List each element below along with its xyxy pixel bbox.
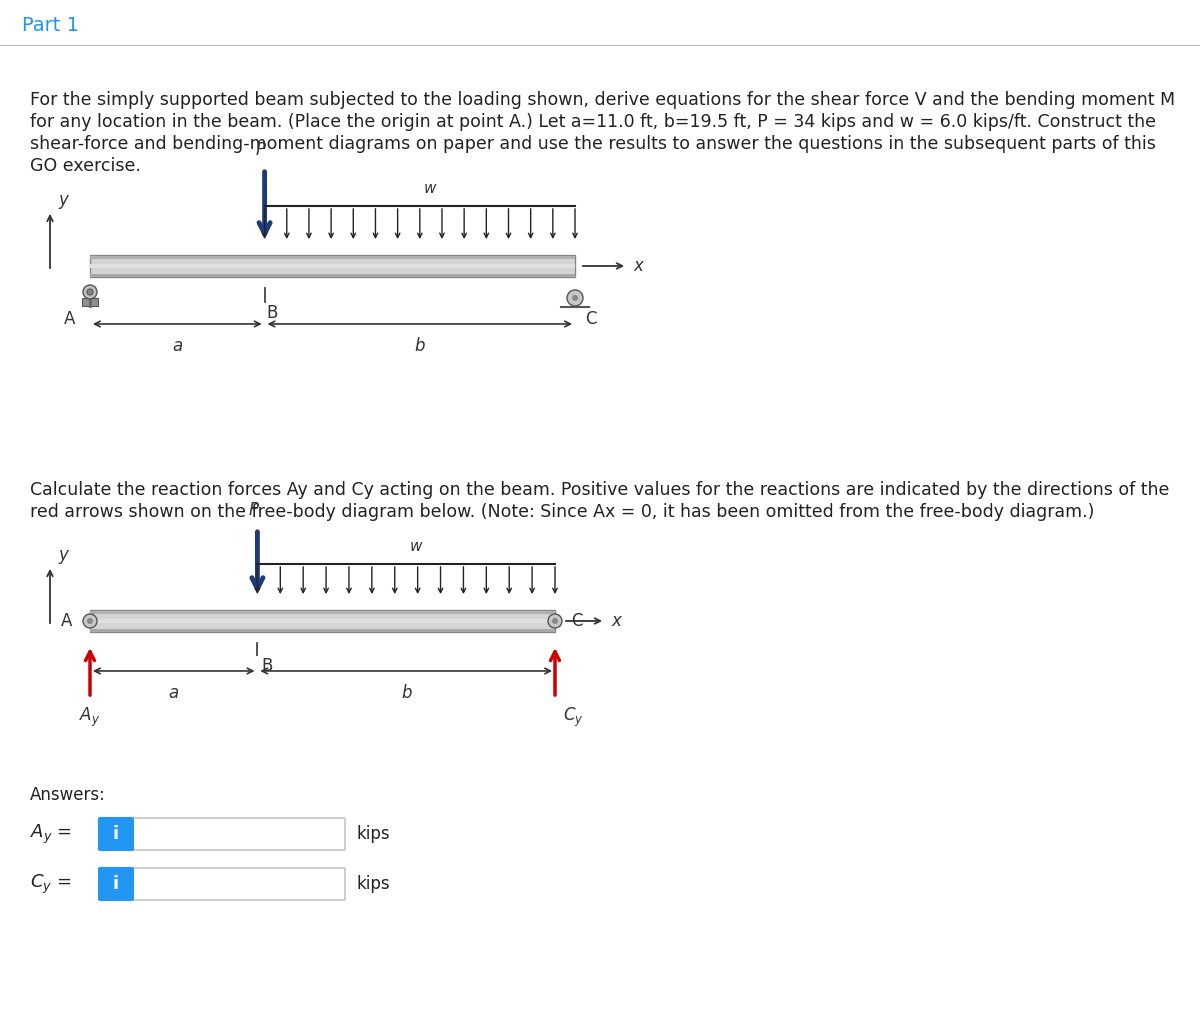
Bar [90, 255, 575, 277]
Text: Answers:: Answers: [30, 786, 106, 804]
Circle shape [572, 295, 578, 301]
Circle shape [88, 618, 94, 624]
Text: w: w [424, 181, 436, 196]
Text: For the simply supported beam subjected to the loading shown, derive equations f: For the simply supported beam subjected … [30, 91, 1175, 109]
Text: i: i [113, 825, 119, 843]
Text: P: P [248, 501, 258, 519]
Circle shape [83, 285, 97, 299]
Text: C: C [571, 612, 582, 630]
Circle shape [88, 289, 94, 295]
Text: Part 1: Part 1 [22, 15, 79, 35]
Text: Calculate the reaction forces Ay and Cy acting on the beam. Positive values for : Calculate the reaction forces Ay and Cy … [30, 481, 1169, 499]
Text: P: P [256, 141, 265, 159]
Text: $C_y$: $C_y$ [563, 706, 583, 729]
Text: x: x [634, 257, 643, 275]
Text: y: y [58, 191, 68, 209]
Text: $A_y$ =: $A_y$ = [30, 822, 72, 845]
Bar [90, 611, 554, 614]
Text: A: A [65, 310, 76, 328]
FancyBboxPatch shape [133, 818, 346, 850]
Bar [82, 298, 98, 306]
Text: $C_y$ =: $C_y$ = [30, 872, 71, 895]
Circle shape [83, 614, 97, 628]
Text: shear-force and bending-moment diagrams on paper and use the results to answer t: shear-force and bending-moment diagrams … [30, 135, 1156, 153]
Text: kips: kips [356, 875, 390, 893]
Circle shape [568, 290, 583, 306]
Text: A: A [61, 612, 72, 630]
Text: w: w [410, 539, 422, 554]
Text: C: C [586, 310, 596, 328]
FancyBboxPatch shape [98, 867, 134, 901]
Text: for any location in the beam. (Place the origin at point A.) Let a=11.0 ft, b=19: for any location in the beam. (Place the… [30, 113, 1156, 131]
FancyBboxPatch shape [98, 817, 134, 850]
Text: red arrows shown on the free-body diagram below. (Note: Since Ax = 0, it has bee: red arrows shown on the free-body diagra… [30, 503, 1094, 521]
Bar [90, 274, 575, 277]
Text: b: b [401, 684, 412, 702]
Bar [90, 610, 554, 632]
Circle shape [552, 618, 558, 624]
Text: i: i [113, 875, 119, 893]
Text: GO exercise.: GO exercise. [30, 157, 140, 175]
Text: b: b [414, 337, 425, 355]
FancyBboxPatch shape [133, 868, 346, 900]
Circle shape [548, 614, 562, 628]
Bar [90, 264, 575, 268]
Bar [90, 629, 554, 632]
Text: a: a [172, 337, 182, 355]
Bar [90, 619, 554, 623]
Text: B: B [266, 304, 278, 322]
Text: $A_y$: $A_y$ [79, 706, 101, 729]
Text: kips: kips [356, 825, 390, 843]
Bar [90, 256, 575, 259]
Text: y: y [58, 546, 68, 564]
Text: a: a [168, 684, 179, 702]
Text: x: x [611, 612, 620, 630]
Text: B: B [262, 657, 272, 675]
